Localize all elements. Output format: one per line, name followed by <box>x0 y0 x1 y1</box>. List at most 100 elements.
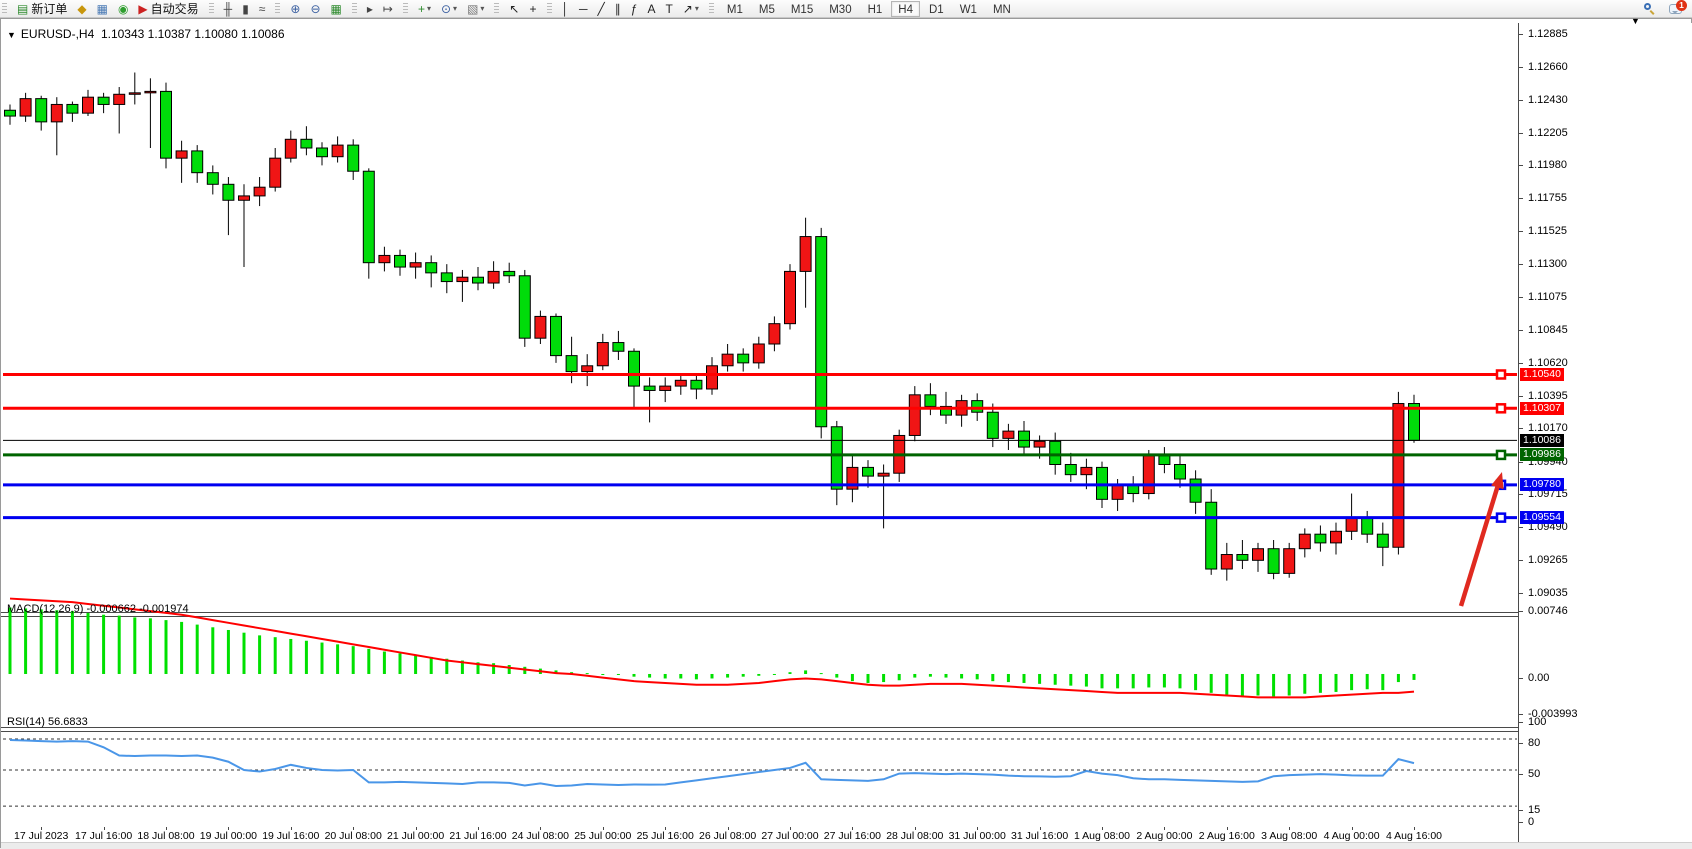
zoom-out-button[interactable]: ⊖ <box>305 1 325 17</box>
trendline-button[interactable]: ╱ <box>593 1 610 17</box>
price-tick <box>1519 100 1523 102</box>
autotrade-button[interactable]: ▶ 自动交易 <box>133 1 203 17</box>
macd-bar <box>882 673 886 683</box>
timeframe-m1[interactable]: M1 <box>726 3 743 16</box>
timeframe-w1[interactable]: W1 <box>959 3 977 16</box>
candle-body <box>1111 484 1124 500</box>
time-tick <box>478 827 479 830</box>
timeframe-m30[interactable]: M30 <box>829 3 852 16</box>
chevron-down-icon: ▾ <box>426 4 431 13</box>
new-order-button[interactable]: ▤ 新订单 <box>12 1 72 17</box>
macd-pane[interactable] <box>1 597 1518 711</box>
time-tick-label: 26 Jul 08:00 <box>698 830 757 842</box>
charts-button[interactable]: ▦ <box>92 1 113 17</box>
indicators-button[interactable]: + ▾ <box>413 1 436 17</box>
candle-body <box>97 96 110 105</box>
timeframe-h1[interactable]: H1 <box>867 3 883 16</box>
line-chart-button[interactable]: ≈ <box>254 1 271 17</box>
timeframe-m15[interactable]: M15 <box>790 3 814 16</box>
timeframe-h4[interactable]: H4 <box>891 0 920 17</box>
macd-bar <box>1287 673 1291 696</box>
search-icon[interactable] <box>1644 3 1655 15</box>
macd-signal-line <box>9 597 1415 699</box>
price-pane[interactable] <box>1 19 1518 595</box>
candle-body <box>1361 517 1374 535</box>
price-axis[interactable]: 1.12885 1.12660 1.12430 1.12205 1.11980 1.117… <box>1518 23 1692 845</box>
chevron-down-icon[interactable]: ▼ <box>7 30 16 40</box>
candle-body <box>1220 554 1233 570</box>
rsi-indicator-label: RSI(14) 56.6833 <box>7 716 88 728</box>
timeframe-m5[interactable]: M5 <box>758 3 775 16</box>
macd-bar <box>632 673 636 677</box>
macd-bar <box>211 627 215 674</box>
text-icon: A <box>647 1 656 16</box>
tile-windows-button[interactable]: ▦ <box>326 1 347 17</box>
price-line-marker[interactable] <box>1495 479 1507 491</box>
macd-bar <box>1084 673 1088 687</box>
chart-shift-button[interactable]: ↦ <box>378 1 398 17</box>
macd-bar <box>1256 673 1260 696</box>
macd-bar <box>476 662 480 674</box>
price-tick <box>1519 592 1523 594</box>
periods-button[interactable]: ⊙ ▾ <box>436 1 462 17</box>
channel-button[interactable]: ∥ <box>610 1 626 17</box>
crosshair-button[interactable]: + <box>524 1 541 17</box>
label-button[interactable]: T <box>660 1 677 17</box>
zoom-in-button[interactable]: ⊕ <box>285 1 305 17</box>
candle-body <box>1158 455 1171 465</box>
macd-bar <box>414 655 418 674</box>
macd-bar <box>928 673 932 677</box>
chevron-down-icon: ▾ <box>480 4 485 13</box>
arrows-button[interactable]: ↗ ▾ <box>678 1 704 17</box>
time-tick-label: 21 Jul 16:00 <box>449 830 507 842</box>
time-tick-label: 18 Jul 08:00 <box>137 830 195 842</box>
timeframe-mn[interactable]: MN <box>992 3 1011 16</box>
bar-chart-button[interactable]: ╫ <box>219 1 238 17</box>
symbol-ohlc-info[interactable]: ▼ EURUSD-,H4 1.10343 1.10387 1.10080 1.10… <box>7 27 285 41</box>
time-tick <box>41 827 43 830</box>
pane-separator[interactable] <box>1 727 1518 728</box>
price-line-marker[interactable] <box>1495 369 1507 380</box>
price-line-marker[interactable] <box>1495 403 1507 414</box>
pane-separator[interactable] <box>1 616 1518 617</box>
scroll-end-marker[interactable]: ▼ <box>1631 16 1640 26</box>
macd-bar <box>1365 673 1369 690</box>
macd-bar <box>242 632 246 674</box>
pane-separator[interactable] <box>1 731 1518 732</box>
chevron-down-icon: ▾ <box>453 4 458 13</box>
toolbar-grip <box>208 2 214 15</box>
rsi-line <box>9 739 1415 788</box>
text-button[interactable]: A <box>642 1 660 17</box>
pane-separator[interactable] <box>1 612 1518 613</box>
close-value: 1.10086 <box>241 27 285 41</box>
macd-bar <box>8 607 12 674</box>
timeframe-d1[interactable]: D1 <box>929 3 944 16</box>
time-tick-label: 3 Aug 08:00 <box>1261 830 1318 842</box>
price-tick <box>1519 34 1523 36</box>
price-line-marker[interactable] <box>1495 449 1507 461</box>
zoom-in-icon: ⊕ <box>290 1 301 16</box>
auto-scroll-button[interactable]: ▸ <box>362 1 378 17</box>
chart-window: ▼ EURUSD-,H4 1.10343 1.10387 1.10080 1.10… <box>0 16 1692 849</box>
profiles-button[interactable]: ◆ <box>72 1 91 17</box>
macd-bar <box>1272 673 1276 697</box>
macd-bar <box>304 640 308 674</box>
signals-button[interactable]: ◉ <box>113 1 133 17</box>
cursor-button[interactable]: ↖ <box>504 1 524 17</box>
rsi-pane[interactable] <box>1 713 1518 828</box>
hline-button[interactable]: ─ <box>574 1 593 17</box>
macd-bar <box>492 663 496 674</box>
notifications-icon[interactable]: 1 <box>1669 0 1687 14</box>
time-tick-label: 4 Aug 00:00 <box>1323 830 1380 842</box>
trendline-icon: ╱ <box>597 1 605 16</box>
candlestick-chart-button[interactable]: ▮ <box>237 1 254 17</box>
templates-button[interactable]: ▧ ▾ <box>462 1 489 17</box>
time-axis[interactable]: 17 Jul 2023 17 Jul 16:00 18 Jul 08:00 19 Ju… <box>1 827 1518 842</box>
price-line-marker[interactable] <box>1495 512 1507 523</box>
price-tick-label: 1.12660 <box>1528 60 1568 73</box>
macd-bar <box>1022 673 1026 683</box>
fibonacci-button[interactable]: ƒ <box>626 1 643 17</box>
chevron-down-icon: ▾ <box>694 4 699 13</box>
vline-button[interactable]: │ <box>557 1 575 17</box>
macd-bar <box>726 673 730 678</box>
